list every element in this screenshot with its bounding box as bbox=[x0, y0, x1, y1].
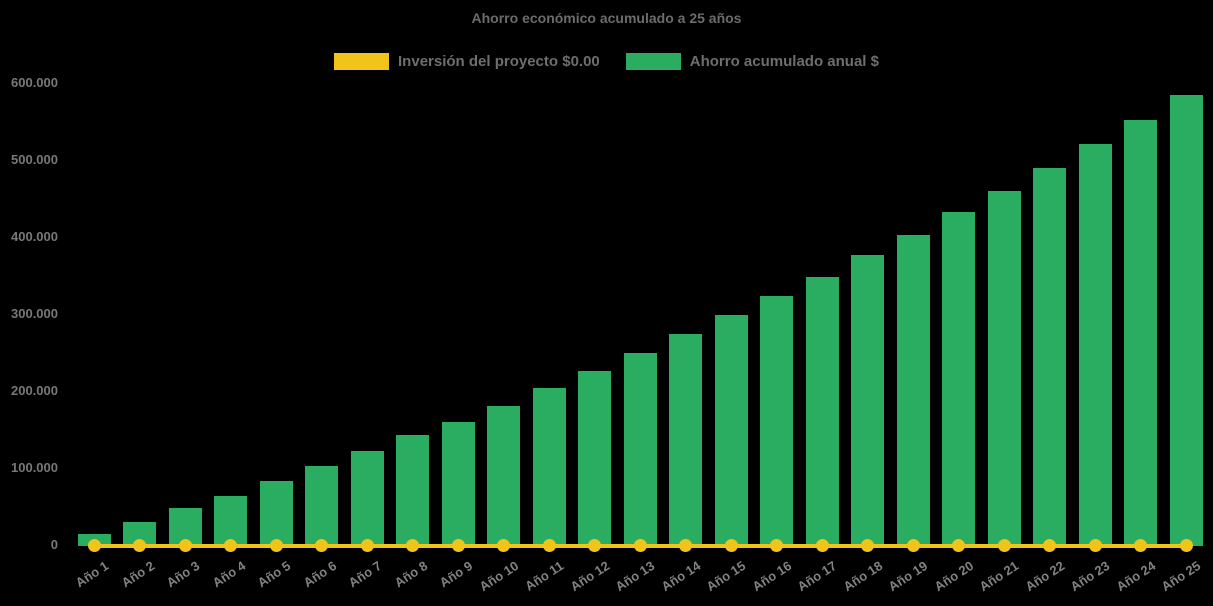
chart-title: Ahorro económico acumulado a 25 años bbox=[471, 10, 742, 26]
x-tick-label: Año 23 bbox=[1067, 558, 1113, 595]
investment-line-point bbox=[542, 539, 556, 552]
investment-line-point bbox=[906, 539, 920, 552]
x-tick-label: Año 7 bbox=[345, 558, 385, 591]
bar-ano-10 bbox=[487, 405, 520, 546]
y-tick-label: 200.000 bbox=[11, 383, 58, 398]
bar-ano-9 bbox=[441, 421, 475, 546]
bar-ano-2 bbox=[123, 522, 156, 546]
legend-swatch-ahorro bbox=[625, 53, 681, 70]
investment-line-point bbox=[815, 539, 829, 552]
bar-ano-18 bbox=[851, 255, 884, 546]
x-tick-label: Año 17 bbox=[794, 558, 840, 595]
bar-ano-14 bbox=[669, 334, 702, 546]
y-tick-label: 100.000 bbox=[11, 460, 58, 475]
bar-ano-12 bbox=[578, 370, 611, 546]
investment-line-point bbox=[87, 539, 101, 552]
x-tick-label: Año 20 bbox=[931, 558, 976, 595]
bar-ano-5 bbox=[259, 480, 293, 546]
x-tick-label: Año 16 bbox=[749, 558, 794, 595]
x-tick-label: Año 1 bbox=[72, 558, 112, 591]
bar-ano-6 bbox=[305, 465, 338, 546]
x-tick-label: Año 18 bbox=[840, 558, 885, 595]
x-tick-label: Año 3 bbox=[163, 558, 203, 591]
x-tick-label: Año 25 bbox=[1158, 558, 1204, 595]
bar-ano-8 bbox=[396, 434, 429, 546]
x-tick-label: Año 13 bbox=[612, 558, 658, 595]
investment-line-point bbox=[724, 539, 738, 552]
bar-ano-24 bbox=[1124, 119, 1157, 546]
investment-line-point bbox=[1088, 539, 1102, 552]
y-tick-label: 600.000 bbox=[11, 75, 58, 90]
y-tick-label: 400.000 bbox=[11, 229, 58, 244]
y-tick-label: 500.000 bbox=[11, 152, 58, 167]
y-tick-label: 0 bbox=[50, 537, 58, 552]
x-tick-label: Año 15 bbox=[703, 558, 749, 595]
legend-item-ahorro[interactable]: Ahorro acumulado anual $ bbox=[625, 53, 879, 70]
legend-label-inversion: Inversión del proyecto $0.00 bbox=[398, 53, 600, 70]
investment-line-point bbox=[133, 539, 146, 552]
bar-ano-16 bbox=[760, 295, 793, 546]
investment-line-point bbox=[360, 539, 374, 552]
bar-ano-13 bbox=[623, 352, 657, 546]
bar-ano-7 bbox=[350, 451, 384, 546]
bar-ano-21 bbox=[987, 190, 1021, 546]
investment-line-point bbox=[1134, 539, 1147, 552]
bar-ano-23 bbox=[1078, 143, 1112, 546]
x-tick-label: Año 19 bbox=[885, 558, 931, 595]
y-tick-label: 300.000 bbox=[11, 306, 58, 321]
x-tick-label: Año 12 bbox=[567, 558, 612, 595]
chart-legend: Inversión del proyecto $0.00 Ahorro acum… bbox=[0, 53, 1213, 70]
investment-line-point bbox=[1043, 539, 1056, 552]
legend-item-inversion[interactable]: Inversión del proyecto $0.00 bbox=[334, 53, 600, 70]
x-tick-label: Año 2 bbox=[118, 558, 157, 591]
investment-line-point bbox=[633, 539, 647, 552]
x-tick-label: Año 5 bbox=[254, 558, 294, 591]
investment-line-point bbox=[997, 539, 1011, 552]
investment-line-point bbox=[451, 539, 465, 552]
x-tick-label: Año 14 bbox=[658, 558, 703, 595]
x-tick-label: Año 8 bbox=[391, 558, 430, 591]
bar-ano-17 bbox=[805, 277, 839, 546]
bar-ano-25 bbox=[1169, 94, 1203, 546]
legend-label-ahorro: Ahorro acumulado anual $ bbox=[689, 53, 879, 70]
investment-line-point bbox=[178, 539, 192, 552]
bar-ano-19 bbox=[896, 234, 930, 546]
x-tick-label: Año 4 bbox=[209, 558, 248, 591]
x-tick-label: Año 9 bbox=[436, 558, 476, 591]
investment-line-point bbox=[770, 539, 783, 552]
bar-ano-22 bbox=[1033, 167, 1066, 546]
investment-line-point bbox=[269, 539, 283, 552]
investment-line-point bbox=[679, 539, 692, 552]
investment-line-point bbox=[1179, 539, 1193, 552]
investment-line-point bbox=[224, 539, 237, 552]
bar-ano-11 bbox=[532, 387, 566, 546]
legend-swatch-inversion bbox=[334, 53, 390, 70]
investment-line-point bbox=[952, 539, 965, 552]
bar-ano-15 bbox=[714, 314, 748, 546]
x-tick-label: Año 10 bbox=[476, 558, 521, 595]
x-tick-label: Año 11 bbox=[522, 558, 567, 594]
investment-line-point bbox=[497, 539, 510, 552]
bar-ano-20 bbox=[942, 212, 975, 546]
x-tick-label: Año 24 bbox=[1113, 558, 1158, 595]
bar-ano-4 bbox=[214, 495, 247, 546]
x-tick-label: Año 6 bbox=[300, 558, 339, 591]
investment-line-point bbox=[315, 539, 328, 552]
x-tick-label: Año 22 bbox=[1022, 558, 1067, 595]
x-tick-label: Año 21 bbox=[976, 558, 1022, 595]
investment-line-point bbox=[861, 539, 874, 552]
investment-line-point bbox=[588, 539, 601, 552]
investment-line-point bbox=[406, 539, 419, 552]
